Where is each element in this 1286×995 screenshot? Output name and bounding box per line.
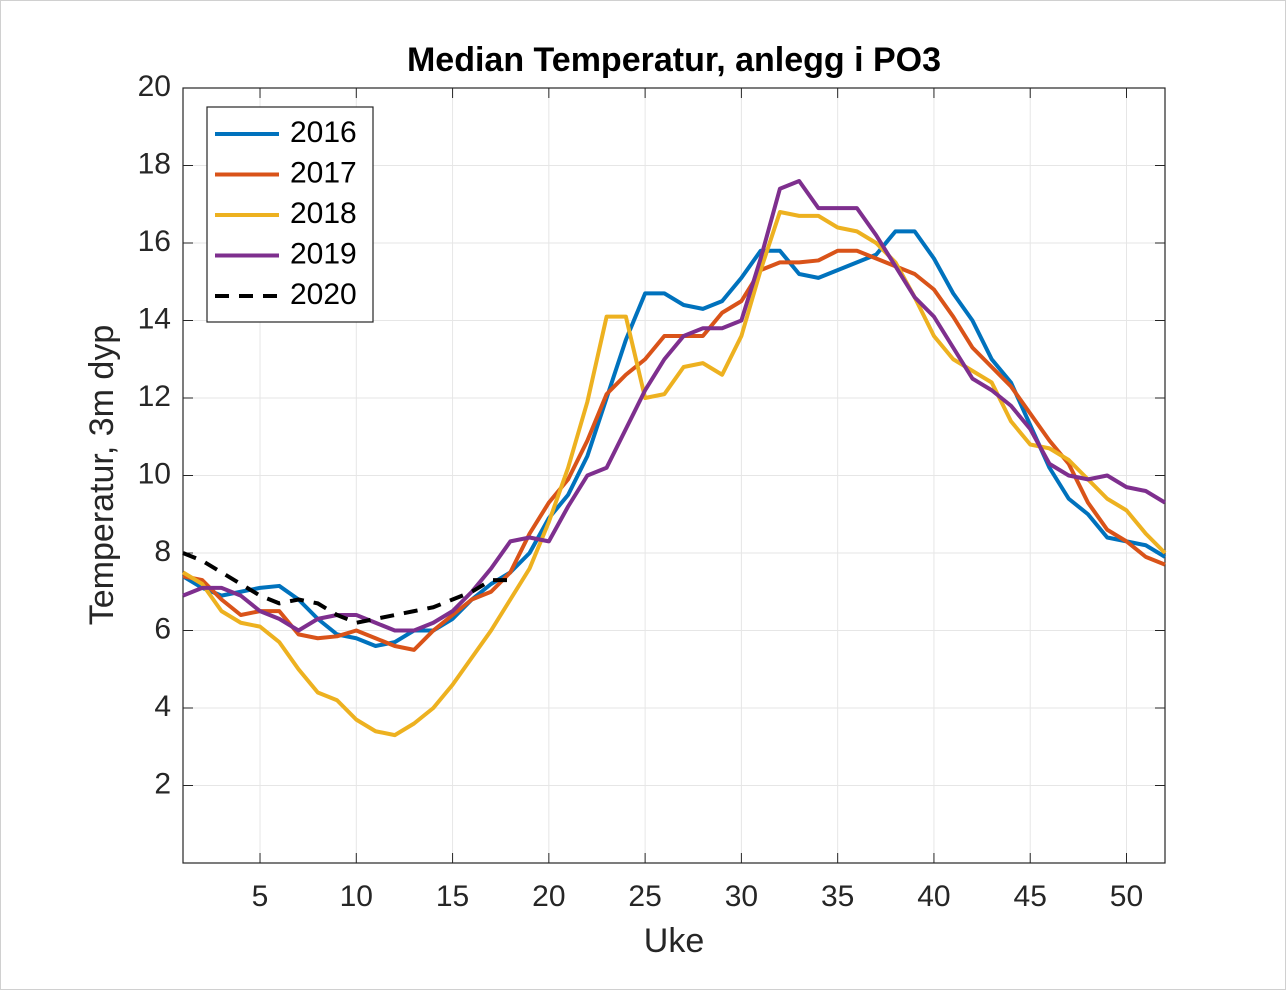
x-tick-label: 5 [252,880,269,913]
x-tick-label: 40 [917,880,950,913]
x-tick-label: 50 [1110,880,1143,913]
series-line [182,551,511,625]
y-tick-label: 6 [154,612,171,645]
y-tick-label: 2 [154,767,171,800]
x-tick-label: 25 [628,880,661,913]
y-tick-label: 8 [154,535,171,568]
series-line [181,210,1167,738]
y-tick-label: 14 [138,302,171,335]
chart-title: Median Temperatur, anlegg i PO3 [407,41,941,79]
x-axis-label: Uke [644,922,704,960]
y-tick-label: 4 [154,690,171,723]
legend-label: 2020 [290,278,357,311]
x-tick-label: 30 [725,880,758,913]
y-tick-label: 16 [138,225,171,258]
x-tick-label: 20 [532,880,565,913]
y-tick-label: 20 [138,70,171,103]
y-tick-label: 18 [138,147,171,180]
legend-label: 2016 [290,116,357,149]
legend-label: 2018 [290,197,357,230]
y-tick-label: 10 [138,457,171,490]
x-tick-label: 45 [1014,880,1047,913]
y-tick-label: 12 [138,380,171,413]
legend-label: 2017 [290,156,357,189]
series-line [182,179,1167,633]
axes-box [182,87,1166,864]
series-line [181,229,1167,648]
x-tick-label: 10 [340,880,373,913]
x-tick-label: 15 [436,880,469,913]
y-axis-label: Temperatur, 3m dyp [83,325,121,625]
x-tick-label: 35 [821,880,854,913]
series-line [182,248,1166,652]
legend-label: 2019 [290,237,357,270]
